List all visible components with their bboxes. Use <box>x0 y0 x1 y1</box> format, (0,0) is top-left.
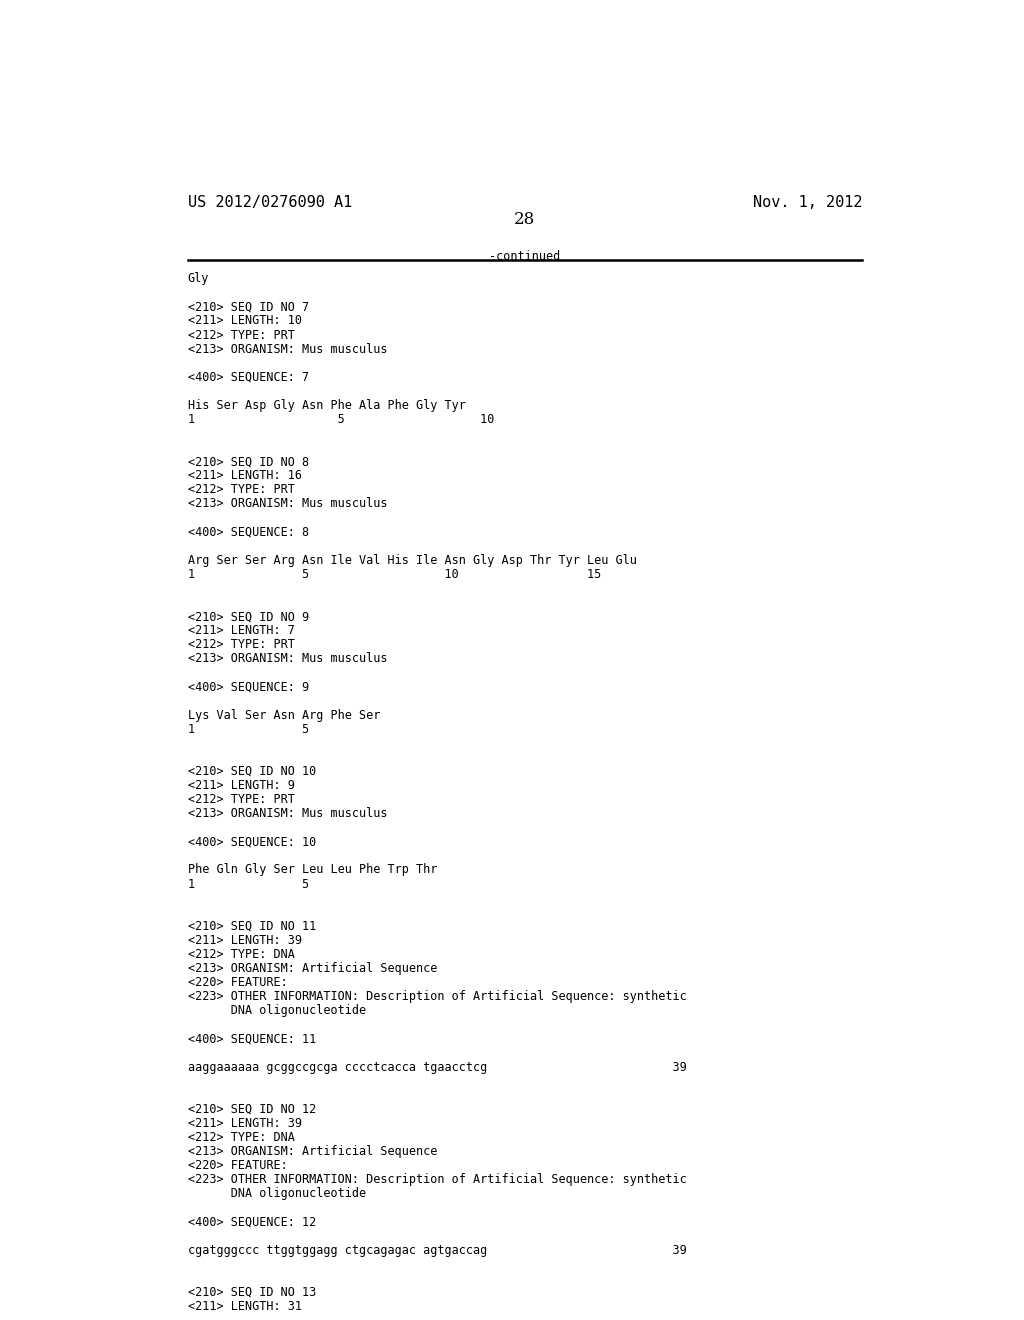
Text: <220> FEATURE:: <220> FEATURE: <box>187 1159 288 1172</box>
Text: <212> TYPE: DNA: <212> TYPE: DNA <box>187 948 294 961</box>
Text: Phe Gln Gly Ser Leu Leu Phe Trp Thr: Phe Gln Gly Ser Leu Leu Phe Trp Thr <box>187 863 437 876</box>
Text: -continued: -continued <box>489 249 560 263</box>
Text: <400> SEQUENCE: 8: <400> SEQUENCE: 8 <box>187 525 308 539</box>
Text: aaggaaaaaa gcggccgcga cccctcacca tgaacctcg                          39: aaggaaaaaa gcggccgcga cccctcacca tgaacct… <box>187 1060 686 1073</box>
Text: <210> SEQ ID NO 13: <210> SEQ ID NO 13 <box>187 1286 315 1299</box>
Text: <400> SEQUENCE: 7: <400> SEQUENCE: 7 <box>187 371 308 384</box>
Text: <210> SEQ ID NO 9: <210> SEQ ID NO 9 <box>187 610 308 623</box>
Text: <212> TYPE: PRT: <212> TYPE: PRT <box>187 329 294 342</box>
Text: Nov. 1, 2012: Nov. 1, 2012 <box>753 195 862 210</box>
Text: <213> ORGANISM: Mus musculus: <213> ORGANISM: Mus musculus <box>187 343 387 355</box>
Text: <211> LENGTH: 31: <211> LENGTH: 31 <box>187 1300 301 1313</box>
Text: <400> SEQUENCE: 9: <400> SEQUENCE: 9 <box>187 681 308 693</box>
Text: 1               5: 1 5 <box>187 723 308 735</box>
Text: <220> FEATURE:: <220> FEATURE: <box>187 975 288 989</box>
Text: <211> LENGTH: 39: <211> LENGTH: 39 <box>187 933 301 946</box>
Text: cgatgggccc ttggtggagg ctgcagagac agtgaccag                          39: cgatgggccc ttggtggagg ctgcagagac agtgacc… <box>187 1243 686 1257</box>
Text: <213> ORGANISM: Artificial Sequence: <213> ORGANISM: Artificial Sequence <box>187 1144 437 1158</box>
Text: <223> OTHER INFORMATION: Description of Artificial Sequence: synthetic: <223> OTHER INFORMATION: Description of … <box>187 990 686 1003</box>
Text: DNA oligonucleotide: DNA oligonucleotide <box>187 1005 366 1018</box>
Text: 1               5                   10                  15: 1 5 10 15 <box>187 568 601 581</box>
Text: 1               5: 1 5 <box>187 878 308 891</box>
Text: <210> SEQ ID NO 11: <210> SEQ ID NO 11 <box>187 920 315 933</box>
Text: <400> SEQUENCE: 12: <400> SEQUENCE: 12 <box>187 1216 315 1229</box>
Text: Arg Ser Ser Arg Asn Ile Val His Ile Asn Gly Asp Thr Tyr Leu Glu: Arg Ser Ser Arg Asn Ile Val His Ile Asn … <box>187 554 636 566</box>
Text: 1                    5                   10: 1 5 10 <box>187 413 494 426</box>
Text: DNA oligonucleotide: DNA oligonucleotide <box>187 1187 366 1200</box>
Text: His Ser Asp Gly Asn Phe Ala Phe Gly Tyr: His Ser Asp Gly Asn Phe Ala Phe Gly Tyr <box>187 399 465 412</box>
Text: <211> LENGTH: 7: <211> LENGTH: 7 <box>187 624 294 638</box>
Text: <210> SEQ ID NO 8: <210> SEQ ID NO 8 <box>187 455 308 469</box>
Text: <213> ORGANISM: Mus musculus: <213> ORGANISM: Mus musculus <box>187 498 387 511</box>
Text: <211> LENGTH: 39: <211> LENGTH: 39 <box>187 1117 301 1130</box>
Text: <212> TYPE: DNA: <212> TYPE: DNA <box>187 1131 294 1144</box>
Text: <223> OTHER INFORMATION: Description of Artificial Sequence: synthetic: <223> OTHER INFORMATION: Description of … <box>187 1173 686 1187</box>
Text: 28: 28 <box>514 211 536 228</box>
Text: <212> TYPE: PRT: <212> TYPE: PRT <box>187 639 294 651</box>
Text: US 2012/0276090 A1: US 2012/0276090 A1 <box>187 195 352 210</box>
Text: <213> ORGANISM: Artificial Sequence: <213> ORGANISM: Artificial Sequence <box>187 962 437 975</box>
Text: <210> SEQ ID NO 12: <210> SEQ ID NO 12 <box>187 1102 315 1115</box>
Text: <211> LENGTH: 10: <211> LENGTH: 10 <box>187 314 301 327</box>
Text: <210> SEQ ID NO 10: <210> SEQ ID NO 10 <box>187 764 315 777</box>
Text: <213> ORGANISM: Mus musculus: <213> ORGANISM: Mus musculus <box>187 652 387 665</box>
Text: <213> ORGANISM: Mus musculus: <213> ORGANISM: Mus musculus <box>187 807 387 820</box>
Text: <400> SEQUENCE: 10: <400> SEQUENCE: 10 <box>187 836 315 849</box>
Text: Gly: Gly <box>187 272 209 285</box>
Text: <212> TYPE: PRT: <212> TYPE: PRT <box>187 793 294 807</box>
Text: <400> SEQUENCE: 11: <400> SEQUENCE: 11 <box>187 1032 315 1045</box>
Text: <212> TYPE: PRT: <212> TYPE: PRT <box>187 483 294 496</box>
Text: <211> LENGTH: 16: <211> LENGTH: 16 <box>187 470 301 482</box>
Text: Lys Val Ser Asn Arg Phe Ser: Lys Val Ser Asn Arg Phe Ser <box>187 709 380 722</box>
Text: <210> SEQ ID NO 7: <210> SEQ ID NO 7 <box>187 301 308 313</box>
Text: <211> LENGTH: 9: <211> LENGTH: 9 <box>187 779 294 792</box>
